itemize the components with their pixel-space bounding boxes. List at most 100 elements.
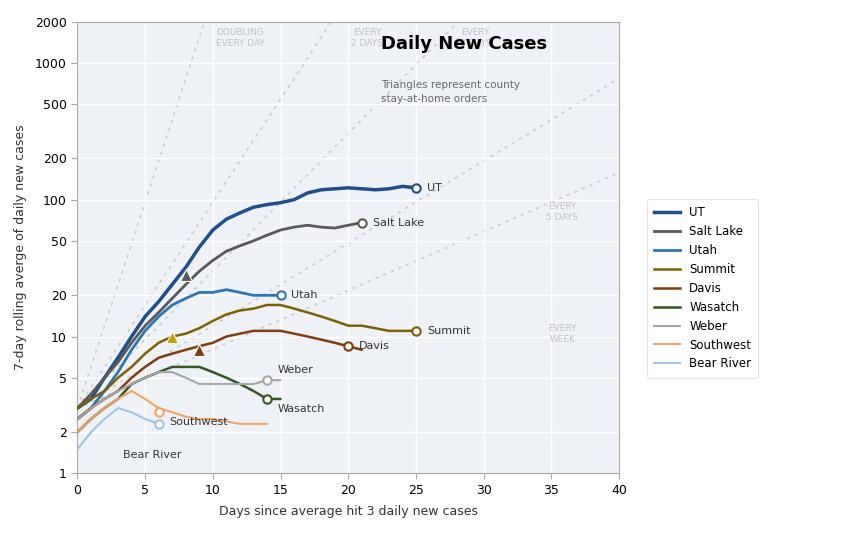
Summit — [411, 328, 421, 334]
Line: Weber: Weber — [77, 372, 280, 419]
Utah — [194, 289, 205, 296]
Salt Lake — [357, 220, 367, 226]
Text: Davis: Davis — [359, 341, 390, 351]
UT — [329, 186, 340, 192]
UT — [194, 244, 205, 250]
Summit — [221, 311, 231, 317]
Southwest — [140, 396, 150, 402]
Salt Lake — [153, 309, 163, 316]
Summit — [343, 322, 353, 329]
Davis — [275, 328, 286, 334]
Salt Lake — [99, 374, 110, 381]
Utah — [221, 286, 231, 293]
UT — [181, 264, 191, 271]
Summit — [384, 328, 394, 334]
Text: Southwest: Southwest — [169, 417, 228, 427]
Salt Lake — [86, 391, 96, 397]
Southwest — [86, 416, 96, 422]
Wasatch — [207, 369, 218, 376]
UT — [384, 186, 394, 192]
Summit — [357, 322, 367, 329]
Bear River — [153, 421, 163, 427]
Davis — [194, 343, 205, 349]
Utah — [181, 295, 191, 302]
Utah — [72, 416, 83, 422]
Davis — [181, 346, 191, 353]
Text: EVERY
2 DAYS: EVERY 2 DAYS — [352, 29, 384, 48]
Legend: UT, Salt Lake, Utah, Summit, Davis, Wasatch, Weber, Southwest, Bear River: UT, Salt Lake, Utah, Summit, Davis, Wasa… — [647, 199, 759, 378]
Davis — [113, 388, 123, 394]
Text: UT: UT — [427, 183, 442, 193]
Davis — [261, 328, 272, 334]
Wasatch — [275, 396, 286, 402]
Weber — [126, 381, 137, 387]
Weber — [167, 369, 177, 376]
Line: Southwest: Southwest — [77, 391, 267, 432]
Salt Lake — [207, 257, 218, 264]
Utah — [113, 369, 123, 376]
Utah — [140, 328, 150, 334]
Wasatch — [235, 381, 245, 387]
Davis — [221, 334, 231, 340]
UT — [126, 334, 137, 340]
Davis — [343, 343, 353, 349]
Davis — [99, 396, 110, 402]
Wasatch — [113, 396, 123, 402]
Summit — [303, 309, 313, 316]
Weber — [207, 381, 218, 387]
Summit — [140, 350, 150, 357]
Salt Lake — [249, 238, 259, 244]
Weber — [261, 377, 272, 384]
Wasatch — [140, 374, 150, 381]
UT — [207, 227, 218, 233]
Text: EVERY
3 DAYS: EVERY 3 DAYS — [460, 29, 492, 48]
Salt Lake — [343, 222, 353, 229]
Davis — [235, 330, 245, 337]
UT — [261, 201, 272, 208]
Line: Bear River: Bear River — [77, 408, 158, 449]
Bear River — [126, 409, 137, 415]
Text: Wasatch: Wasatch — [278, 404, 325, 414]
Summit — [113, 374, 123, 381]
Summit — [153, 339, 163, 346]
UT — [289, 196, 299, 203]
Southwest — [249, 421, 259, 427]
Text: Weber: Weber — [278, 365, 314, 376]
UT — [397, 183, 408, 189]
Line: Summit: Summit — [77, 305, 416, 408]
Southwest — [72, 429, 83, 435]
UT — [343, 185, 353, 191]
UT — [72, 405, 83, 412]
Text: Salt Lake: Salt Lake — [372, 217, 424, 228]
Salt Lake — [194, 268, 205, 274]
Weber — [86, 405, 96, 412]
UT — [249, 204, 259, 210]
Wasatch — [261, 396, 272, 402]
Wasatch — [72, 429, 83, 435]
Line: UT: UT — [77, 186, 416, 408]
Text: EVERY
5 DAYS: EVERY 5 DAYS — [546, 202, 578, 222]
Utah — [207, 289, 218, 296]
UT — [153, 299, 163, 305]
Text: DOUBLING
EVERY DAY: DOUBLING EVERY DAY — [216, 29, 264, 48]
Bear River — [72, 446, 83, 452]
Summit — [207, 318, 218, 324]
Salt Lake — [275, 227, 286, 233]
Weber — [153, 369, 163, 376]
UT — [167, 281, 177, 288]
Utah — [249, 292, 259, 299]
Weber — [113, 388, 123, 394]
Line: Utah: Utah — [77, 289, 280, 419]
Southwest — [99, 405, 110, 412]
Weber — [235, 381, 245, 387]
Davis — [303, 334, 313, 340]
Salt Lake — [261, 232, 272, 238]
Southwest — [126, 388, 137, 394]
Wasatch — [167, 364, 177, 370]
Southwest — [194, 416, 205, 422]
Southwest — [261, 421, 272, 427]
Davis — [86, 405, 96, 412]
Summit — [275, 302, 286, 308]
Salt Lake — [289, 224, 299, 230]
UT — [411, 185, 421, 191]
